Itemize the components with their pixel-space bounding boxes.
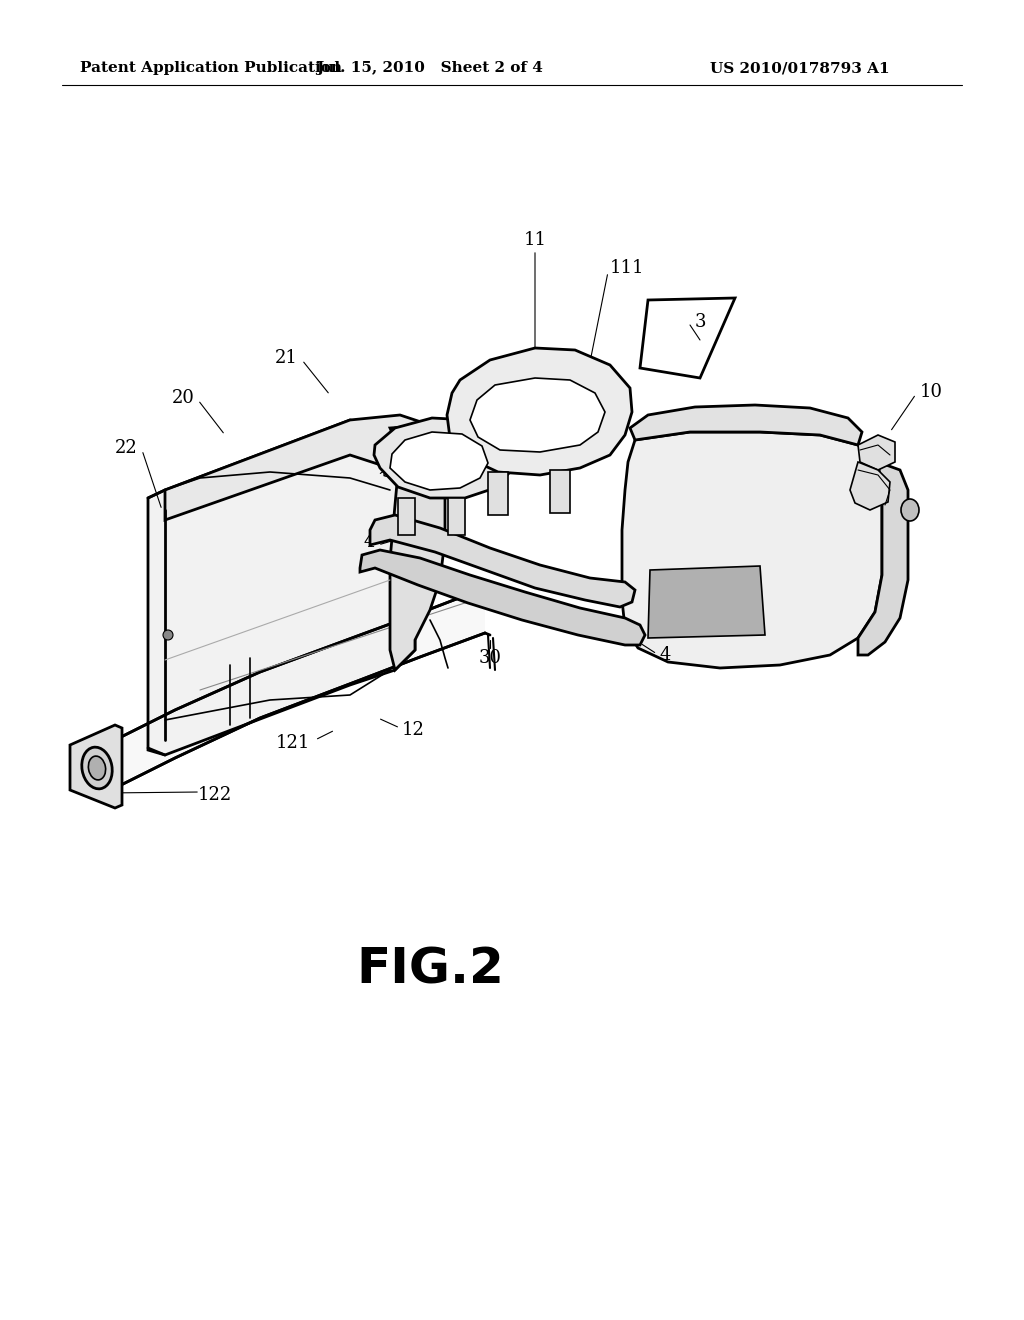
Polygon shape <box>390 425 445 671</box>
Polygon shape <box>105 587 485 793</box>
Text: 22: 22 <box>116 440 138 457</box>
Ellipse shape <box>82 747 113 789</box>
Polygon shape <box>858 462 908 655</box>
Polygon shape <box>70 725 122 808</box>
Text: 3: 3 <box>382 463 393 480</box>
Text: 4: 4 <box>660 645 672 664</box>
Text: 3: 3 <box>695 313 707 331</box>
Text: 122: 122 <box>198 785 232 804</box>
Text: 30: 30 <box>478 649 502 667</box>
Polygon shape <box>550 470 570 513</box>
Text: FIG.2: FIG.2 <box>356 946 504 994</box>
Polygon shape <box>630 405 862 445</box>
Text: 4: 4 <box>364 533 375 550</box>
Text: US 2010/0178793 A1: US 2010/0178793 A1 <box>711 61 890 75</box>
Polygon shape <box>398 498 415 535</box>
Text: 10: 10 <box>920 383 943 401</box>
Text: 20: 20 <box>172 389 195 407</box>
Polygon shape <box>374 418 512 498</box>
Ellipse shape <box>88 756 105 780</box>
Ellipse shape <box>163 630 173 640</box>
Polygon shape <box>648 566 765 638</box>
Polygon shape <box>488 473 508 515</box>
Text: 11: 11 <box>523 231 547 249</box>
Polygon shape <box>449 498 465 535</box>
Polygon shape <box>470 378 605 451</box>
Polygon shape <box>370 515 635 607</box>
Polygon shape <box>640 298 735 378</box>
Text: Patent Application Publication: Patent Application Publication <box>80 61 342 75</box>
Ellipse shape <box>901 499 919 521</box>
Polygon shape <box>858 436 895 470</box>
Polygon shape <box>390 432 488 490</box>
Text: 111: 111 <box>610 259 644 277</box>
Text: 12: 12 <box>402 721 425 739</box>
Polygon shape <box>165 414 445 520</box>
Text: Jul. 15, 2010   Sheet 2 of 4: Jul. 15, 2010 Sheet 2 of 4 <box>316 61 544 75</box>
Polygon shape <box>447 348 632 475</box>
Polygon shape <box>622 432 882 668</box>
Text: 21: 21 <box>275 348 298 367</box>
Polygon shape <box>148 420 415 755</box>
Polygon shape <box>360 550 645 645</box>
Text: 121: 121 <box>275 734 310 752</box>
Polygon shape <box>850 462 890 510</box>
